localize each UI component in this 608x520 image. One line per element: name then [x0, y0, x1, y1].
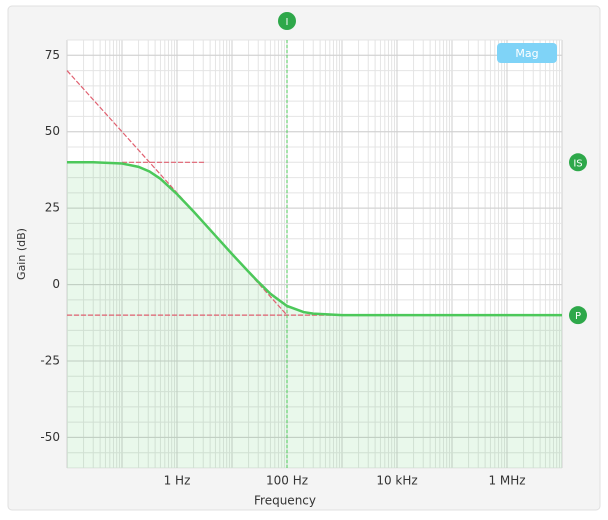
marker-handle[interactable] — [569, 306, 587, 325]
y-axis-label: Gain (dB) — [15, 228, 28, 280]
marker-handle[interactable] — [569, 153, 587, 172]
y-tick-label: 25 — [45, 201, 60, 215]
y-tick-label: 0 — [52, 277, 60, 291]
marker-handle[interactable] — [278, 12, 296, 30]
x-tick-label: 10 kHz — [376, 474, 417, 488]
x-tick-label: 100 Hz — [266, 474, 308, 488]
y-tick-label: 75 — [45, 48, 60, 62]
mag-button[interactable] — [497, 43, 557, 63]
x-axis-label: Frequency — [254, 494, 316, 508]
marker-label[interactable]: I — [286, 17, 289, 28]
y-tick-label: -25 — [40, 354, 60, 368]
y-tick-label: -50 — [40, 430, 60, 444]
marker-label[interactable]: P — [575, 311, 581, 322]
marker-label[interactable]: IS — [573, 158, 582, 169]
x-tick-label: 1 MHz — [488, 474, 525, 488]
x-tick-label: 1 Hz — [164, 474, 191, 488]
gain-line — [67, 161, 562, 317]
y-tick-label: 50 — [45, 124, 60, 138]
mag-button-label[interactable]: Mag — [515, 47, 538, 60]
